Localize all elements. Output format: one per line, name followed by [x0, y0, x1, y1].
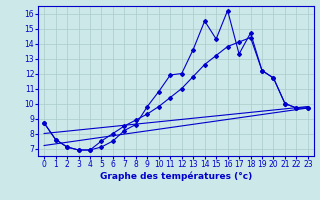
X-axis label: Graphe des températures (°c): Graphe des températures (°c): [100, 172, 252, 181]
